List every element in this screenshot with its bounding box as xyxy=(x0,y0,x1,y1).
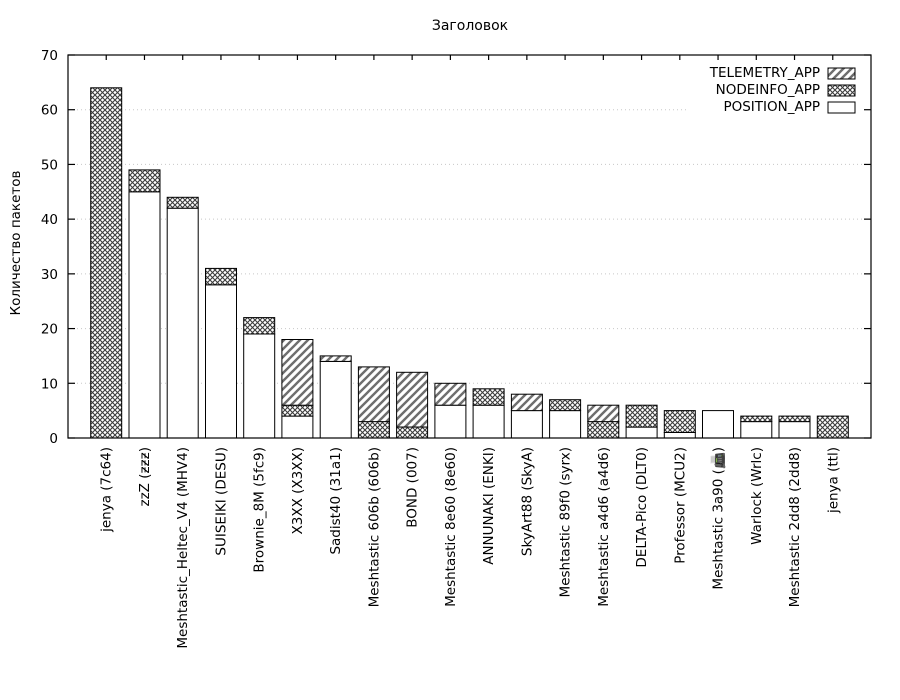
bar-segment xyxy=(166,196,199,209)
bar-15 xyxy=(625,404,658,439)
y-tick-label: 40 xyxy=(41,212,58,228)
x-tick-label: Meshtastic 606b (606b) xyxy=(366,447,382,607)
bar-6 xyxy=(281,339,314,439)
bar-segment xyxy=(587,421,620,439)
bar-segment xyxy=(740,421,773,439)
bar-segment xyxy=(205,267,237,286)
bar-7 xyxy=(319,355,352,439)
x-tick-label: BOND (007) xyxy=(405,447,421,528)
bar-segment xyxy=(587,404,620,423)
bar-segment xyxy=(510,410,543,439)
bar-segment xyxy=(434,382,467,406)
x-tick-label: Brownie_8M (5fc9) xyxy=(252,447,268,573)
legend-swatch xyxy=(827,67,856,80)
bar-segment xyxy=(319,360,352,439)
bar-segment xyxy=(472,388,505,406)
bar-5 xyxy=(243,317,276,439)
x-tick-label: Sadist40 (31a1) xyxy=(328,447,344,555)
bar-17 xyxy=(702,410,734,439)
x-tick-label: Professor (MCU2) xyxy=(672,447,688,564)
y-tick-label: 20 xyxy=(41,322,58,338)
bar-9 xyxy=(396,371,429,439)
bar-14 xyxy=(587,404,620,439)
x-tick-label: Meshtastic a4d6 (a4d6) xyxy=(596,447,612,607)
x-tick-label: Meshtastic_Heltec_V4 (MHV4) xyxy=(175,447,191,649)
bar-segment xyxy=(90,87,123,439)
x-tick-label: DELTA-Pico (DLT0) xyxy=(634,447,650,568)
bar-3 xyxy=(166,196,199,439)
bar-8 xyxy=(357,366,390,439)
y-tick-label: 70 xyxy=(41,48,58,64)
legend-entry-label: NODEINFO_APP xyxy=(716,82,820,98)
x-tick-label: jenya (7c64) xyxy=(99,447,115,533)
chart-title: Заголовок xyxy=(432,18,508,34)
bar-2 xyxy=(128,169,161,439)
y-tick-label: 50 xyxy=(41,157,58,173)
x-tick-label: Meshtastic 8e60 (8e60) xyxy=(443,447,459,607)
x-tick-label: zzZ (ƶƶƶ) xyxy=(137,447,153,507)
bar-segment xyxy=(319,355,352,362)
legend-entry-label: POSITION_APP xyxy=(723,99,820,115)
bar-12 xyxy=(510,393,543,439)
bar-segment xyxy=(166,207,199,439)
bar-segment xyxy=(357,421,390,439)
bar-segment xyxy=(702,410,734,439)
bar-19 xyxy=(778,415,811,439)
bar-16 xyxy=(663,410,696,439)
y-tick-label: 60 xyxy=(41,103,58,119)
bar-segment xyxy=(205,284,237,439)
bar-segment xyxy=(281,415,314,439)
x-tick-label: Meshtastic 89f0 (syrx) xyxy=(558,447,574,597)
y-tick-label: 30 xyxy=(41,267,58,283)
bar-segment xyxy=(778,415,811,423)
bar-segment xyxy=(128,191,161,439)
bar-segment xyxy=(472,404,505,439)
bar-segment xyxy=(396,426,429,439)
bar-4 xyxy=(205,267,237,439)
x-tick-label: SkyArt88 (SkyA) xyxy=(519,447,535,556)
x-tick-label: Meshtastic 2dd8 (2dd8) xyxy=(787,447,803,607)
bar-segment xyxy=(281,339,314,406)
bar-1 xyxy=(90,87,123,439)
bar-13 xyxy=(549,399,582,439)
x-tick-label: jenya (ttl) xyxy=(825,447,841,514)
x-tick-label: SUISEIKI (DESU) xyxy=(213,447,229,556)
bar-18 xyxy=(740,415,773,439)
bar-segment xyxy=(434,404,467,439)
bar-segment xyxy=(625,426,658,439)
x-tick-label: ANNUNAKI (ENKI) xyxy=(481,447,497,565)
bar-segment xyxy=(396,371,429,428)
legend-swatch xyxy=(827,84,856,97)
bar-segment xyxy=(281,404,314,417)
bar-segment xyxy=(816,415,849,439)
y-tick-label: 0 xyxy=(49,431,58,447)
bar-segment xyxy=(357,366,390,423)
bar-segment xyxy=(243,333,276,439)
y-axis-label: Количество пакетов xyxy=(8,170,24,315)
bar-segment xyxy=(740,415,773,423)
bar-10 xyxy=(434,382,467,439)
bar-segment xyxy=(549,410,582,439)
x-tick-label: X3XX (X3XX) xyxy=(290,447,306,535)
bar-segment xyxy=(128,169,161,193)
bar-11 xyxy=(472,388,505,439)
bar-segment xyxy=(663,410,696,434)
bar-segment xyxy=(663,432,696,439)
bar-segment xyxy=(625,404,658,428)
x-tick-label: Meshtastic 3a90 (📠) xyxy=(710,447,727,590)
plot-border xyxy=(67,54,872,439)
bar-segment xyxy=(510,393,543,412)
bar-segment xyxy=(243,317,276,335)
bar-20 xyxy=(816,415,849,439)
y-tick-label: 10 xyxy=(41,376,58,392)
bar-segment xyxy=(549,399,582,412)
legend-entry-label: TELEMETRY_APP xyxy=(709,65,820,81)
bar-segment xyxy=(778,421,811,439)
x-tick-label: Warlock (Wrlc) xyxy=(749,447,765,545)
legend-swatch xyxy=(827,101,856,114)
